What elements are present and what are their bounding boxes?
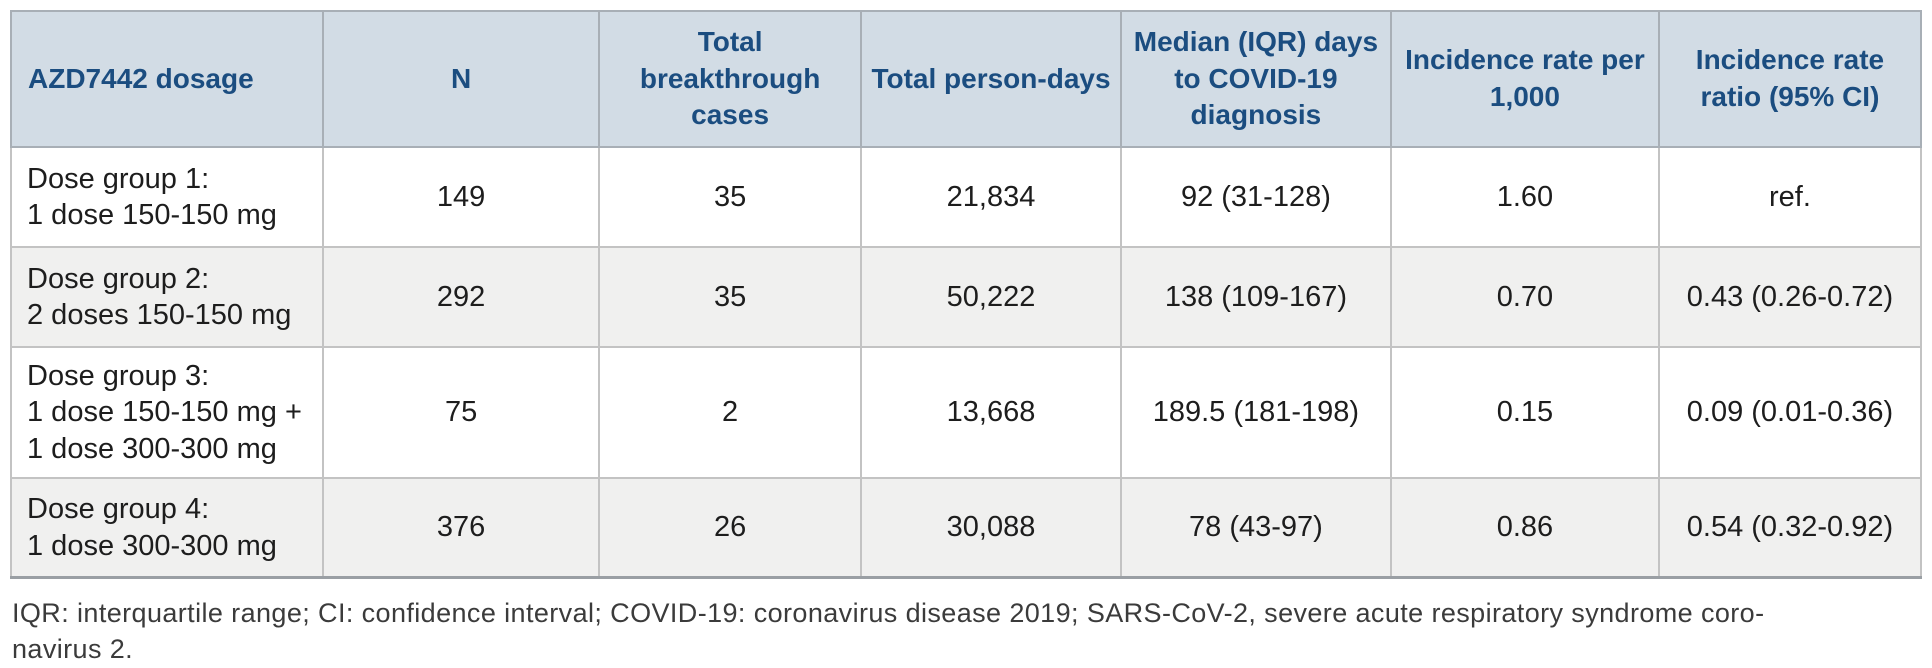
cell-total-person-days: 50,222 (860, 246, 1122, 348)
cell-total-breakthrough-cases: 35 (598, 246, 863, 348)
dosage-line: Dose group 3: (27, 360, 210, 392)
cell-total-person-days: 30,088 (860, 476, 1122, 579)
cell-median-iqr-days: 92 (31-128) (1119, 146, 1392, 248)
col-header-total-person-days: Total person-days (860, 10, 1122, 148)
cell-total-breakthrough-cases: 26 (598, 476, 863, 579)
table-row-dose-group-4: Dose group 4: 1 dose 300-300 mg 376 26 3… (9, 476, 1923, 579)
table-row-dose-group-3: Dose group 3: 1 dose 150-150 mg + 1 dose… (9, 346, 1923, 479)
cell-median-iqr-days: 189.5 (181-198) (1119, 346, 1392, 479)
cell-total-breakthrough-cases: 35 (598, 146, 863, 248)
cell-incidence-rate-ratio: 0.09 (0.01-0.36) (1657, 346, 1923, 479)
footnote-line: IQR: interquartile range; CI: confidence… (12, 598, 1765, 629)
table-row-dose-group-2: Dose group 2: 2 doses 150-150 mg 292 35 … (9, 246, 1923, 348)
cell-incidence-rate-per-1000: 0.15 (1389, 346, 1660, 479)
cell-n: 149 (322, 146, 601, 248)
abbreviations-footnote: IQR: interquartile range; CI: confidence… (10, 596, 1922, 668)
cell-incidence-rate-ratio: 0.54 (0.32-0.92) (1657, 476, 1923, 579)
dosage-line: 1 dose 300-300 mg (27, 432, 277, 465)
cell-n: 376 (322, 476, 601, 579)
col-header-n: N (322, 10, 601, 148)
cell-incidence-rate-ratio: ref. (1657, 146, 1923, 248)
cell-dosage: Dose group 2: 2 doses 150-150 mg (9, 246, 325, 348)
col-header-total-breakthrough-cases: Total breakthrough cases (598, 10, 863, 148)
col-header-incidence-rate-per-1000: Incidence rate per 1,000 (1389, 10, 1660, 148)
cell-dosage: Dose group 4: 1 dose 300-300 mg (9, 476, 325, 579)
cell-incidence-rate-per-1000: 0.70 (1389, 246, 1660, 348)
col-header-median-iqr-days: Median (IQR) days to COVID-19 diagnosis (1119, 10, 1392, 148)
dosage-incidence-table: AZD7442 dosage N Total breakthrough case… (9, 10, 1923, 580)
col-header-incidence-rate-ratio: Incidence rate ratio (95% CI) (1657, 10, 1923, 148)
cell-median-iqr-days: 78 (43-97) (1119, 476, 1392, 579)
cell-n: 292 (322, 246, 601, 348)
cell-total-breakthrough-cases: 2 (598, 346, 863, 479)
cell-total-person-days: 13,668 (860, 346, 1122, 479)
table-header-row: AZD7442 dosage N Total breakthrough case… (9, 10, 1923, 148)
cell-incidence-rate-ratio: 0.43 (0.26-0.72) (1657, 246, 1923, 348)
cell-median-iqr-days: 138 (109-167) (1119, 246, 1392, 348)
cell-total-person-days: 21,834 (860, 146, 1122, 248)
dosage-line: 1 dose 150-150 mg (27, 199, 277, 231)
dosage-line: Dose group 4: (27, 493, 210, 526)
footnote-line: navirus 2. (12, 634, 134, 665)
col-header-azd7442-dosage: AZD7442 dosage (9, 10, 325, 148)
cell-incidence-rate-per-1000: 0.86 (1389, 476, 1660, 579)
dosage-line: 2 doses 150-150 mg (27, 299, 292, 331)
cell-n: 75 (322, 346, 601, 479)
dosage-line: Dose group 2: (27, 262, 210, 295)
cell-dosage: Dose group 3: 1 dose 150-150 mg + 1 dose… (9, 346, 325, 479)
cell-incidence-rate-per-1000: 1.60 (1389, 146, 1660, 248)
cell-dosage: Dose group 1: 1 dose 150-150 mg (9, 146, 325, 248)
dosage-line: 1 dose 150-150 mg + (27, 396, 302, 429)
dosage-line: Dose group 1: (27, 162, 210, 195)
dosage-line: 1 dose 300-300 mg (27, 529, 277, 562)
table-row-dose-group-1: Dose group 1: 1 dose 150-150 mg 149 35 2… (9, 146, 1923, 248)
